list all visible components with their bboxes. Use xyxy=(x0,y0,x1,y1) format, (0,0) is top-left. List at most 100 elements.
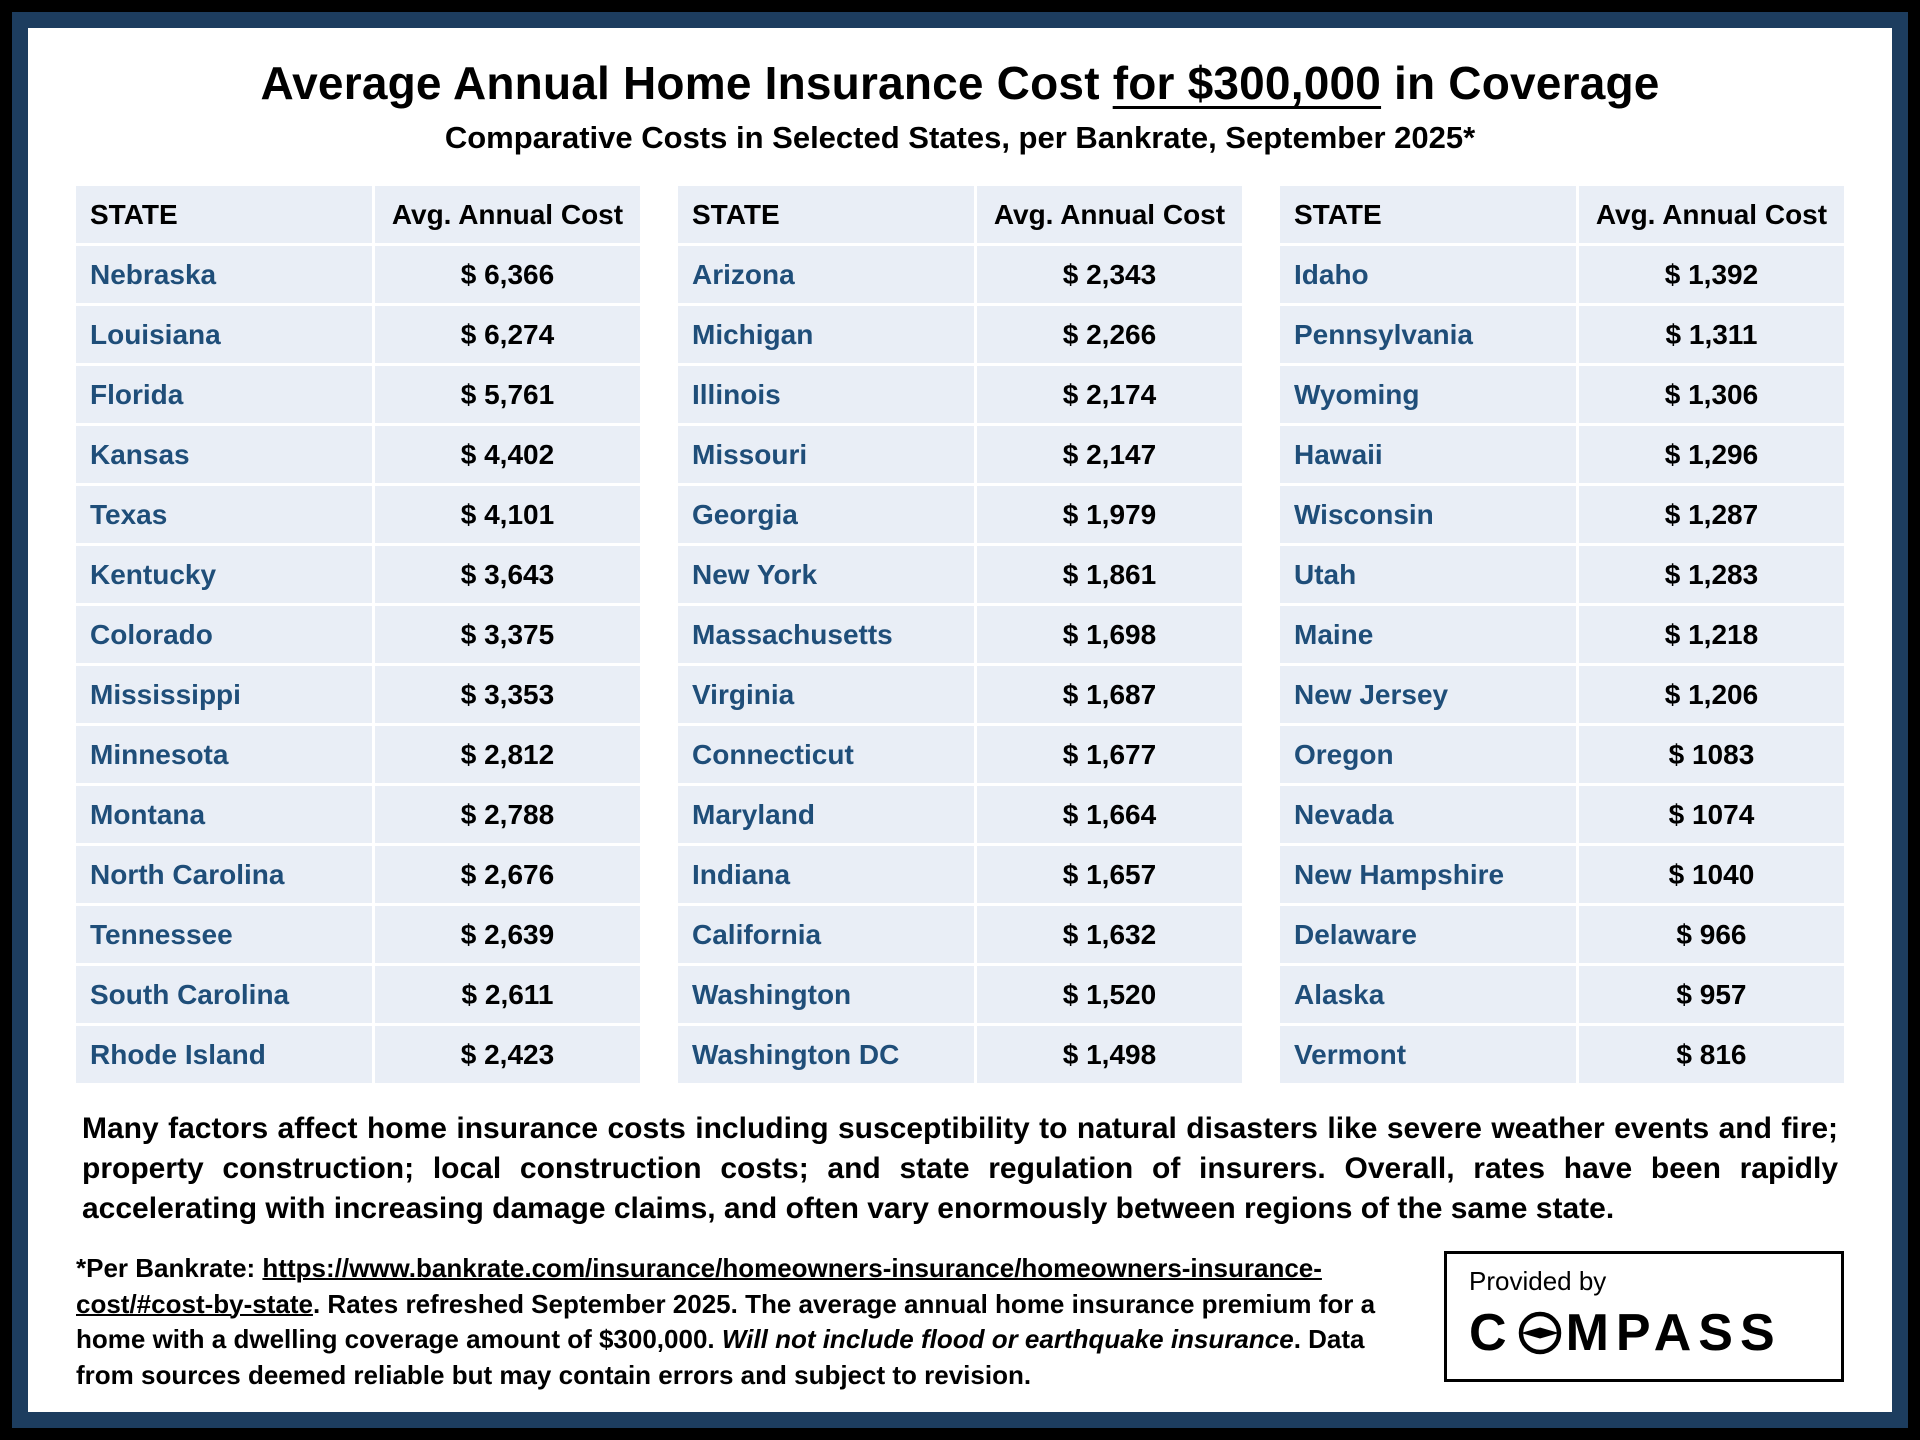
state-cell: Idaho xyxy=(1280,246,1579,303)
state-cell: Rhode Island xyxy=(76,1026,375,1083)
cost-table-1: STATE Avg. Annual Cost Nebraska $ 6,366 Lo… xyxy=(76,186,640,1083)
table-row: Wyoming $ 1,306 xyxy=(1280,366,1844,426)
state-cell: Indiana xyxy=(678,846,977,903)
cost-cell: $ 2,812 xyxy=(460,738,555,770)
table-row: New Hampshire $ 1040 xyxy=(1280,846,1844,906)
table-row: Maryland $ 1,664 xyxy=(678,786,1242,846)
title-underlined: for $300,000 xyxy=(1112,57,1382,109)
state-cell: Wyoming xyxy=(1280,366,1579,423)
table-row: Delaware $ 966 xyxy=(1280,906,1844,966)
state-cell: Colorado xyxy=(76,606,375,663)
cost-cell: $ 966 xyxy=(1676,918,1747,950)
table-row: Montana $ 2,788 xyxy=(76,786,640,846)
cost-cell: $ 1,677 xyxy=(1062,738,1157,770)
state-cell: Tennessee xyxy=(76,906,375,963)
state-cell: Hawaii xyxy=(1280,426,1579,483)
table-row: Arizona $ 2,343 xyxy=(678,246,1242,306)
footnote-suffix: . Data from sources deemed reliable but … xyxy=(76,1324,1365,1391)
table-row: Connecticut $ 1,677 xyxy=(678,726,1242,786)
table-body: Nebraska $ 6,366 Louisiana $ 6,274 Florida $ … xyxy=(76,246,640,1083)
table-row: Hawaii $ 1,296 xyxy=(1280,426,1844,486)
cost-cell: $ 1083 xyxy=(1668,738,1755,770)
slide-frame: Average Annual Home Insurance Cost for $… xyxy=(12,12,1908,1428)
cost-cell: $ 1074 xyxy=(1668,798,1755,830)
cost-cell: $ 1,392 xyxy=(1664,258,1759,290)
header-cost: Avg. Annual Cost xyxy=(391,198,624,230)
cost-cell: $ 4,402 xyxy=(460,438,555,470)
table-row: Tennessee $ 2,639 xyxy=(76,906,640,966)
table-header: STATE Avg. Annual Cost xyxy=(1280,186,1844,246)
state-cell: Maine xyxy=(1280,606,1579,663)
cost-cell: $ 2,611 xyxy=(461,978,554,1010)
cost-cell: $ 1,206 xyxy=(1664,678,1759,710)
table-body: Arizona $ 2,343 Michigan $ 2,266 Illinois $ 2… xyxy=(678,246,1242,1083)
compass-logo-post: MPASS xyxy=(1565,1303,1782,1362)
cost-cell: $ 5,761 xyxy=(460,378,555,410)
cost-table-3: STATE Avg. Annual Cost Idaho $ 1,392 Penns… xyxy=(1280,186,1844,1083)
cost-cell: $ 1,311 xyxy=(1665,318,1758,350)
table-row: New Jersey $ 1,206 xyxy=(1280,666,1844,726)
table-body: Idaho $ 1,392 Pennsylvania $ 1,311 Wyoming $ … xyxy=(1280,246,1844,1083)
state-cell: Vermont xyxy=(1280,1026,1579,1083)
cost-cell: $ 1,306 xyxy=(1664,378,1759,410)
state-cell: California xyxy=(678,906,977,963)
state-cell: Washington xyxy=(678,966,977,1023)
header-cost: Avg. Annual Cost xyxy=(993,198,1226,230)
table-row: New York $ 1,861 xyxy=(678,546,1242,606)
footnote-italic: Will not include flood or earthquake ins… xyxy=(721,1324,1294,1355)
cost-cell: $ 2,266 xyxy=(1062,318,1157,350)
cost-cell: $ 6,274 xyxy=(460,318,555,350)
page-title: Average Annual Home Insurance Cost for $… xyxy=(76,56,1844,110)
cost-cell: $ 2,174 xyxy=(1062,378,1157,410)
table-row: Rhode Island $ 2,423 xyxy=(76,1026,640,1083)
table-row: Vermont $ 816 xyxy=(1280,1026,1844,1083)
cost-cell: $ 1,698 xyxy=(1062,618,1157,650)
compass-logo: C MPASS xyxy=(1469,1307,1819,1359)
cost-cell: $ 1,296 xyxy=(1664,438,1759,470)
footnote: *Per Bankrate: https://www.bankrate.com/… xyxy=(76,1251,1444,1395)
cost-cell: $ 1,664 xyxy=(1062,798,1157,830)
table-row: North Carolina $ 2,676 xyxy=(76,846,640,906)
state-cell: Wisconsin xyxy=(1280,486,1579,543)
header-state: STATE xyxy=(678,186,977,243)
state-cell: Florida xyxy=(76,366,375,423)
cost-cell: $ 1,861 xyxy=(1062,558,1157,590)
table-header: STATE Avg. Annual Cost xyxy=(678,186,1242,246)
cost-cell: $ 1,657 xyxy=(1062,858,1157,890)
table-row: Florida $ 5,761 xyxy=(76,366,640,426)
cost-cell: $ 3,375 xyxy=(460,618,555,650)
cost-cell: $ 1040 xyxy=(1668,858,1755,890)
cost-cell: $ 1,283 xyxy=(1664,558,1759,590)
state-cell: Virginia xyxy=(678,666,977,723)
state-cell: Kentucky xyxy=(76,546,375,603)
state-cell: Arizona xyxy=(678,246,977,303)
cost-cell: $ 2,343 xyxy=(1062,258,1157,290)
cost-table-2: STATE Avg. Annual Cost Arizona $ 2,343 Mic… xyxy=(678,186,1242,1083)
cost-cell: $ 957 xyxy=(1676,978,1747,1010)
cost-cell: $ 816 xyxy=(1676,1038,1747,1070)
footnote-mid: . Rates refreshed September 2025. The av… xyxy=(76,1288,1376,1355)
state-cell: North Carolina xyxy=(76,846,375,903)
state-cell: Massachusetts xyxy=(678,606,977,663)
state-cell: Kansas xyxy=(76,426,375,483)
table-row: Alaska $ 957 xyxy=(1280,966,1844,1026)
cost-cell: $ 6,366 xyxy=(460,258,555,290)
table-row: Nevada $ 1074 xyxy=(1280,786,1844,846)
state-cell: Delaware xyxy=(1280,906,1579,963)
table-row: Minnesota $ 2,812 xyxy=(76,726,640,786)
table-row: Oregon $ 1083 xyxy=(1280,726,1844,786)
state-cell: Georgia xyxy=(678,486,977,543)
cost-cell: $ 2,676 xyxy=(460,858,555,890)
table-row: Washington DC $ 1,498 xyxy=(678,1026,1242,1083)
state-cell: Pennsylvania xyxy=(1280,306,1579,363)
footer-region: *Per Bankrate: https://www.bankrate.com/… xyxy=(76,1250,1844,1395)
bankrate-link[interactable]: https://www.bankrate.com/insurance/homeo… xyxy=(76,1252,1322,1319)
state-cell: Mississippi xyxy=(76,666,375,723)
cost-cell: $ 1,632 xyxy=(1062,918,1157,950)
state-cell: Alaska xyxy=(1280,966,1579,1023)
table-row: Utah $ 1,283 xyxy=(1280,546,1844,606)
table-row: Louisiana $ 6,274 xyxy=(76,306,640,366)
subtitle: Comparative Costs in Selected States, pe… xyxy=(444,120,1476,155)
cost-cell: $ 2,147 xyxy=(1062,438,1157,470)
explainer-paragraph: Many factors affect home insurance costs… xyxy=(82,1112,1838,1225)
